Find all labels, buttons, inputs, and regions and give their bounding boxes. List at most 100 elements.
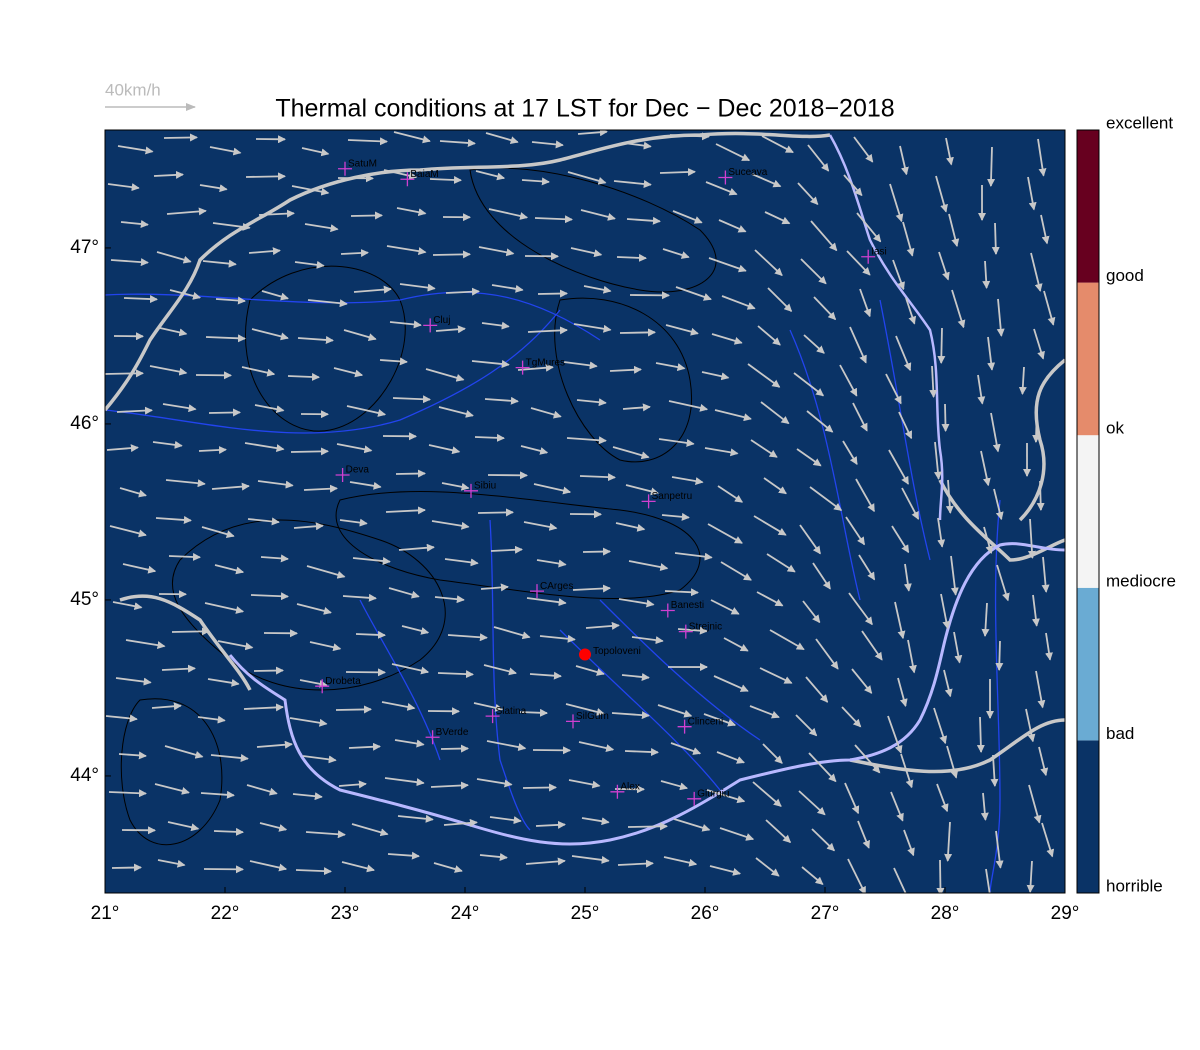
wind-arrow — [304, 223, 339, 233]
wind-arrow — [342, 593, 377, 602]
wind-arrow — [1041, 556, 1050, 593]
wind-arrow — [256, 740, 293, 749]
wind-arrow — [987, 336, 996, 371]
wind-arrow — [898, 411, 913, 440]
wind-arrow — [576, 398, 607, 407]
wind-arrow — [903, 563, 912, 592]
wind-arrow — [933, 441, 942, 480]
wind-arrow — [118, 751, 147, 760]
wind-arrow — [657, 704, 693, 718]
wind-arrow — [905, 297, 917, 325]
wind-arrow — [483, 664, 517, 676]
colorbar-segment — [1077, 587, 1099, 741]
wind-arrow — [307, 299, 348, 308]
wind-arrow — [201, 526, 235, 539]
wind-arrow — [214, 564, 245, 575]
station: Giurgiu — [687, 788, 729, 806]
wind-arrow — [108, 789, 147, 798]
colorbar-segment — [1077, 435, 1099, 588]
wind-arrow — [156, 251, 192, 264]
wind-arrow — [479, 853, 508, 861]
wind-arrow — [1031, 594, 1040, 627]
station-label: Cluj — [433, 315, 450, 326]
wind-arrow — [704, 447, 739, 457]
wind-arrow — [443, 818, 478, 827]
wind-arrow — [805, 676, 829, 703]
wind-arrow — [674, 552, 713, 561]
wind-arrow — [432, 250, 471, 259]
wind-arrow — [491, 284, 524, 293]
wind-arrow — [350, 211, 383, 220]
station: Strejnic — [678, 621, 722, 639]
station-marker — [641, 494, 656, 509]
wind-arrow — [995, 640, 1004, 671]
wind-arrows — [105, 130, 1056, 893]
wind-arrow — [1040, 214, 1050, 245]
wind-arrow — [655, 362, 686, 372]
map-layers: SatuM BaiaM Suceava Iasi Cluj TgMures Deva Sibi… — [105, 130, 1065, 893]
wind-arrow — [293, 522, 324, 531]
wind-arrow — [796, 448, 822, 467]
wind-arrow — [520, 445, 549, 455]
wind-arrow — [625, 484, 659, 496]
wind-arrow — [522, 783, 557, 792]
wind-arrow — [944, 821, 953, 862]
wind-arrow — [761, 135, 794, 154]
colorbar: horrible bad mediocre ok good excellent — [1076, 113, 1176, 895]
wind-arrow — [199, 184, 228, 193]
station-marker — [335, 467, 350, 482]
wind-arrow — [577, 130, 608, 137]
wind-arrow — [859, 288, 872, 318]
wind-arrow — [760, 401, 790, 425]
wind-arrow — [440, 744, 469, 753]
wind-arrow — [849, 326, 867, 364]
wind-arrow — [471, 360, 510, 368]
wind-arrow — [481, 321, 510, 330]
wind-arrow — [395, 469, 426, 478]
station-label: Clinceni — [688, 716, 724, 727]
wind-arrow — [1018, 366, 1027, 395]
wind-arrow — [529, 671, 562, 680]
wind-arrow — [167, 821, 200, 832]
wind-arrow — [1045, 632, 1053, 661]
wind-arrow — [1038, 746, 1049, 777]
wind-arrow — [155, 515, 192, 524]
station-marker — [515, 360, 530, 375]
wind-arrow — [987, 146, 996, 187]
wind-arrow — [247, 517, 280, 526]
station-label: Suceava — [728, 167, 767, 178]
wind-arrow — [935, 175, 948, 213]
wind-arrow — [933, 707, 948, 745]
wind-arrow — [249, 860, 288, 872]
station: SilGum — [566, 711, 609, 729]
wind-arrow — [335, 705, 372, 714]
wind-arrow — [161, 664, 196, 673]
station-marker — [718, 170, 733, 185]
wind-arrow — [490, 545, 523, 554]
wind-arrow — [842, 440, 858, 465]
wind-arrow — [290, 447, 329, 456]
wind-arrow — [478, 246, 515, 257]
wind-arrow — [623, 141, 652, 150]
station-marker — [660, 603, 675, 618]
wind-arrow — [613, 180, 652, 188]
wind-arrow — [677, 626, 708, 635]
wind-arrow — [1043, 290, 1056, 326]
wind-arrow — [946, 745, 959, 779]
wind-arrow — [396, 207, 427, 217]
wind-arrow — [907, 639, 917, 674]
wind-arrow — [248, 247, 281, 256]
wind-arrow — [110, 258, 149, 267]
wind-arrow — [526, 597, 567, 607]
wind-arrow — [807, 144, 830, 172]
wind-arrow — [800, 258, 827, 285]
wind-arrow — [583, 285, 612, 294]
prut — [828, 134, 944, 521]
wind-arrow — [489, 816, 522, 825]
wind-arrow — [848, 592, 873, 626]
wind-arrow — [486, 740, 527, 751]
wind-arrow — [435, 325, 466, 334]
wind-arrow — [434, 595, 465, 604]
wind-arrow — [936, 783, 949, 813]
wind-arrow — [211, 482, 250, 491]
